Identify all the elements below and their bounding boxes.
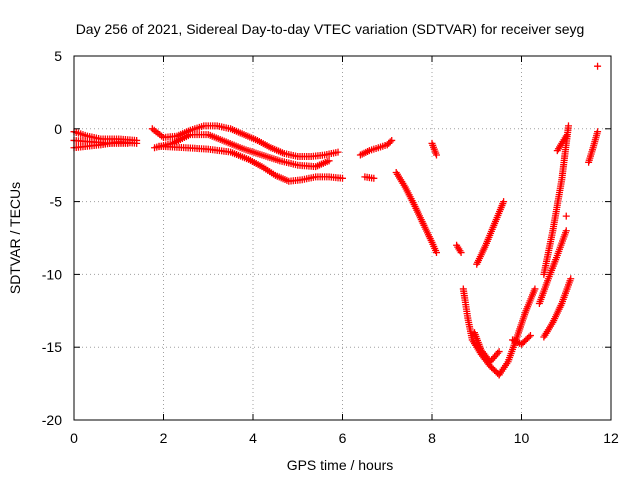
y-axis-label: SDTVAR / TECUs — [7, 182, 23, 294]
data-point — [562, 212, 570, 220]
plot-frame — [73, 55, 612, 421]
y-tick-label: 5 — [54, 48, 62, 64]
data-points — [70, 62, 602, 379]
data-point — [457, 249, 465, 257]
data-point — [594, 62, 602, 70]
x-axis-label: GPS time / hours — [287, 457, 394, 473]
data-point — [388, 136, 396, 144]
y-tick-label: 0 — [54, 121, 62, 137]
grid-lines — [74, 56, 611, 420]
data-point — [500, 198, 508, 206]
data-point — [432, 249, 440, 257]
data-point — [525, 333, 533, 341]
chart-title: Day 256 of 2021, Sidereal Day-to-day VTE… — [76, 21, 585, 37]
x-tick-label: 4 — [249, 430, 257, 446]
data-point — [386, 138, 394, 146]
data-point — [531, 285, 539, 293]
data-point — [562, 227, 570, 235]
data-point — [370, 174, 378, 182]
x-tick-label: 0 — [70, 430, 78, 446]
data-point — [325, 157, 333, 165]
x-tick-label: 10 — [514, 430, 530, 446]
data-point — [334, 148, 342, 156]
y-tick-labels: 5 0 -5 -10 -15 -20 — [42, 48, 62, 428]
data-point — [562, 132, 570, 140]
x-tick-label: 2 — [160, 430, 168, 446]
y-tick-label: -10 — [42, 266, 62, 282]
data-point — [495, 348, 503, 356]
x-tick-label: 12 — [603, 430, 619, 446]
data-point — [124, 139, 132, 147]
data-point — [133, 139, 141, 147]
y-tick-label: -15 — [42, 339, 62, 355]
data-point — [564, 122, 572, 130]
x-tick-label: 6 — [339, 430, 347, 446]
x-tick-label: 8 — [428, 430, 436, 446]
data-point — [594, 128, 602, 136]
data-point — [526, 332, 534, 340]
y-tick-label: -20 — [42, 412, 62, 428]
axis-ticks — [73, 55, 612, 421]
data-point — [339, 174, 346, 182]
data-point — [567, 275, 575, 283]
y-tick-label: -5 — [50, 194, 63, 210]
data-point — [432, 151, 440, 159]
x-tick-labels: 0 2 4 6 8 10 12 — [70, 430, 619, 446]
